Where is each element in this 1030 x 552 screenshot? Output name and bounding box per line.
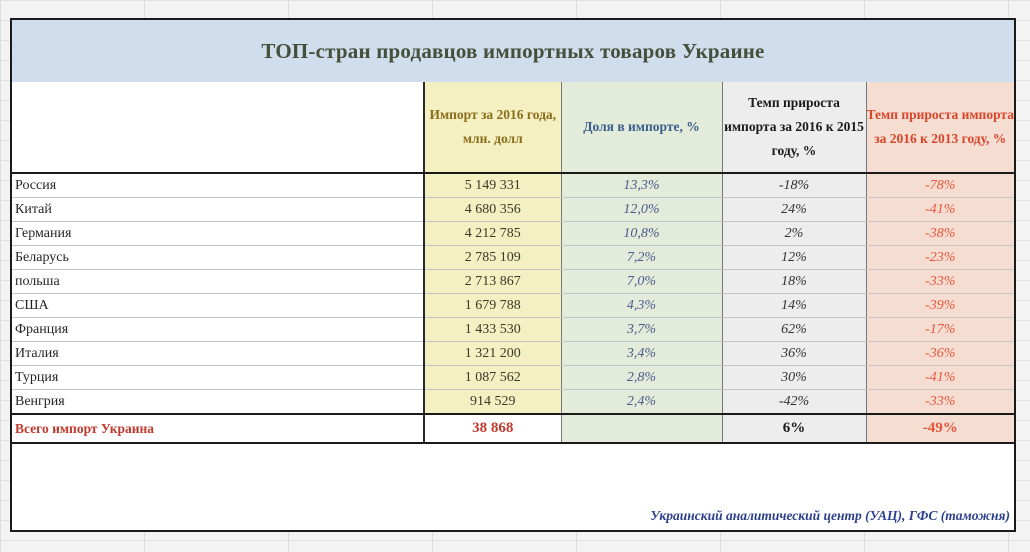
cell-country[interactable]: Беларусь: [12, 245, 424, 270]
cell-growth-2013[interactable]: -33%: [866, 269, 1014, 294]
cell-share[interactable]: 2,4%: [561, 389, 723, 415]
table-row: Беларусь 2 785 109 7,2% 12% -23%: [12, 245, 1014, 270]
cell-growth-2013[interactable]: -78%: [866, 173, 1014, 198]
cell-country[interactable]: Франция: [12, 317, 424, 342]
header-row: Импорт за 2016 года, млн. долл Доля в им…: [12, 82, 1014, 174]
cell-growth-2013[interactable]: -38%: [866, 221, 1014, 246]
table-row: США 1 679 788 4,3% 14% -39%: [12, 293, 1014, 318]
table-row: Венгрия 914 529 2,4% -42% -33%: [12, 389, 1014, 415]
cell-share[interactable]: 12,0%: [561, 197, 723, 222]
cell-growth-2015[interactable]: -42%: [722, 389, 867, 415]
cell-share[interactable]: 13,3%: [561, 173, 723, 198]
cell-import[interactable]: 1 679 788: [423, 293, 562, 318]
cell-import[interactable]: 1 087 562: [423, 365, 562, 390]
cell-growth-2015[interactable]: 24%: [722, 197, 867, 222]
cell-country[interactable]: Венгрия: [12, 389, 424, 415]
cell-growth-2015[interactable]: 18%: [722, 269, 867, 294]
cell-share[interactable]: 3,7%: [561, 317, 723, 342]
header-import: Импорт за 2016 года, млн. долл: [423, 82, 562, 174]
cell-country[interactable]: Китай: [12, 197, 424, 222]
cell-growth-2013[interactable]: -41%: [866, 197, 1014, 222]
cell-country[interactable]: Германия: [12, 221, 424, 246]
cell-share[interactable]: 2,8%: [561, 365, 723, 390]
cell-import[interactable]: 2 785 109: [423, 245, 562, 270]
cell-country[interactable]: Италия: [12, 341, 424, 366]
source-note: Украинский аналитический центр (УАЦ), ГФ…: [650, 508, 1010, 523]
cell-share[interactable]: 4,3%: [561, 293, 723, 318]
cell-share[interactable]: 3,4%: [561, 341, 723, 366]
cell-import[interactable]: 4 212 785: [423, 221, 562, 246]
cell-country[interactable]: польша: [12, 269, 424, 294]
header-share: Доля в импорте, %: [561, 82, 723, 174]
cell-growth-2015[interactable]: 2%: [722, 221, 867, 246]
cell-share[interactable]: 7,2%: [561, 245, 723, 270]
import-table: Импорт за 2016 года, млн. долл Доля в им…: [12, 82, 1014, 444]
cell-country[interactable]: США: [12, 293, 424, 318]
cell-growth-2013[interactable]: -33%: [866, 389, 1014, 415]
cell-growth-2015[interactable]: -18%: [722, 173, 867, 198]
total-growth-2015[interactable]: 6%: [722, 413, 867, 444]
cell-share[interactable]: 7,0%: [561, 269, 723, 294]
table-row: Германия 4 212 785 10,8% 2% -38%: [12, 221, 1014, 246]
table-row: Франция 1 433 530 3,7% 62% -17%: [12, 317, 1014, 342]
cell-share[interactable]: 10,8%: [561, 221, 723, 246]
total-import[interactable]: 38 868: [423, 413, 562, 444]
cell-growth-2015[interactable]: 62%: [722, 317, 867, 342]
cell-import[interactable]: 1 433 530: [423, 317, 562, 342]
cell-import[interactable]: 914 529: [423, 389, 562, 415]
table-title: ТОП-стран продавцов импортных товаров Ук…: [12, 20, 1014, 84]
cell-country[interactable]: Турция: [12, 365, 424, 390]
cell-import[interactable]: 4 680 356: [423, 197, 562, 222]
total-row: Всего импорт Украина 38 868 6% -49%: [12, 413, 1014, 444]
header-growth-2013: Темп прироста импорта за 2016 к 2013 год…: [866, 82, 1014, 174]
cell-growth-2013[interactable]: -41%: [866, 365, 1014, 390]
cell-import[interactable]: 1 321 200: [423, 341, 562, 366]
cell-growth-2015[interactable]: 12%: [722, 245, 867, 270]
total-share[interactable]: [561, 413, 723, 444]
cell-import[interactable]: 5 149 331: [423, 173, 562, 198]
cell-import[interactable]: 2 713 867: [423, 269, 562, 294]
table-row: Китай 4 680 356 12,0% 24% -41%: [12, 197, 1014, 222]
cell-growth-2013[interactable]: -39%: [866, 293, 1014, 318]
total-growth-2013[interactable]: -49%: [866, 413, 1014, 444]
cell-growth-2015[interactable]: 36%: [722, 341, 867, 366]
cell-growth-2015[interactable]: 14%: [722, 293, 867, 318]
cell-growth-2013[interactable]: -17%: [866, 317, 1014, 342]
cell-country[interactable]: Россия: [12, 173, 424, 198]
table-row: польша 2 713 867 7,0% 18% -33%: [12, 269, 1014, 294]
total-label[interactable]: Всего импорт Украина: [12, 413, 424, 444]
data-table-panel: ТОП-стран продавцов импортных товаров Ук…: [10, 18, 1016, 532]
table-row: Россия 5 149 331 13,3% -18% -78%: [12, 173, 1014, 198]
cell-growth-2013[interactable]: -36%: [866, 341, 1014, 366]
cell-growth-2013[interactable]: -23%: [866, 245, 1014, 270]
table-row: Турция 1 087 562 2,8% 30% -41%: [12, 365, 1014, 390]
table-row: Италия 1 321 200 3,4% 36% -36%: [12, 341, 1014, 366]
header-growth-2015: Темп прироста импорта за 2016 к 2015 год…: [722, 82, 867, 174]
cell-growth-2015[interactable]: 30%: [722, 365, 867, 390]
header-country: [12, 82, 424, 174]
